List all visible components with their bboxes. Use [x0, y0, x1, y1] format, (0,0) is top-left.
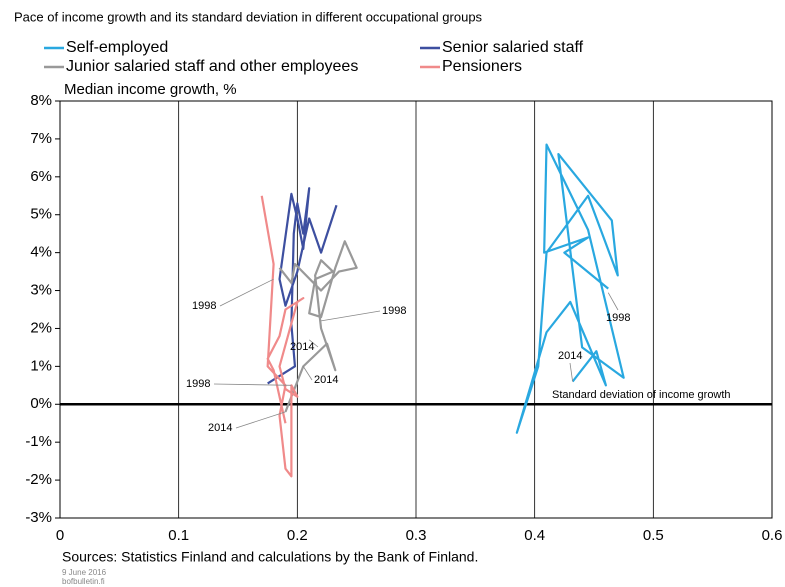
x-tick-label: 0.3 [406, 527, 427, 544]
y-axis-label: Median income growth, % [64, 81, 237, 98]
legend-label: Self-employed [66, 39, 168, 56]
x-tick-label: 0.6 [762, 527, 783, 544]
y-tick-label: 2% [30, 319, 52, 336]
annotation: 1998 [382, 305, 406, 317]
date-note: 9 June 2016 [62, 568, 107, 577]
leader-line [607, 292, 619, 311]
leader-line [219, 278, 274, 307]
x-tick-label: 0.5 [643, 527, 664, 544]
y-tick-label: -1% [25, 433, 52, 450]
site-note: bofbulletin.fi [62, 577, 105, 586]
annotation: 2014 [208, 422, 232, 434]
series-line [515, 143, 625, 434]
y-tick-label: 7% [30, 130, 52, 147]
leader-line [321, 310, 381, 322]
y-tick-label: 0% [30, 395, 52, 412]
y-tick-label: 6% [30, 168, 52, 185]
source: Sources: Statistics Finland and calculat… [62, 549, 478, 565]
leader-line [235, 411, 286, 429]
y-tick-label: 5% [30, 206, 52, 223]
annotation: 2014 [314, 374, 338, 386]
x-tick-label: 0 [56, 527, 64, 544]
y-tick-label: 8% [30, 92, 52, 109]
annotation: 1998 [606, 312, 630, 324]
legend-label: Senior salaried staff [442, 39, 584, 56]
x-tick-label: 0.2 [287, 527, 308, 544]
x-tick-label: 0.1 [168, 527, 189, 544]
legend-label: Junior salaried staff and other employee… [66, 58, 358, 75]
annotation: 2014 [558, 350, 582, 362]
series-line [278, 240, 358, 413]
annotation: 1998 [186, 378, 210, 390]
y-tick-label: 1% [30, 357, 52, 374]
legend-label: Pensioners [442, 58, 522, 75]
y-tick-label: -2% [25, 471, 52, 488]
y-tick-label: 3% [30, 282, 52, 299]
chart-subtitle: Pace of income growth and its standard d… [14, 9, 483, 24]
leader-line [569, 362, 574, 382]
annotation: 2014 [290, 341, 314, 353]
y-tick-label: 4% [30, 244, 52, 261]
leader-line [308, 339, 319, 348]
leader-line [302, 366, 313, 381]
y-tick-label: -3% [25, 509, 52, 526]
annotation: Standard deviation of income growth [552, 389, 731, 401]
leader-line [213, 383, 292, 386]
series-line [260, 195, 305, 478]
annotation: 1998 [192, 300, 216, 312]
x-tick-label: 0.4 [524, 527, 545, 544]
